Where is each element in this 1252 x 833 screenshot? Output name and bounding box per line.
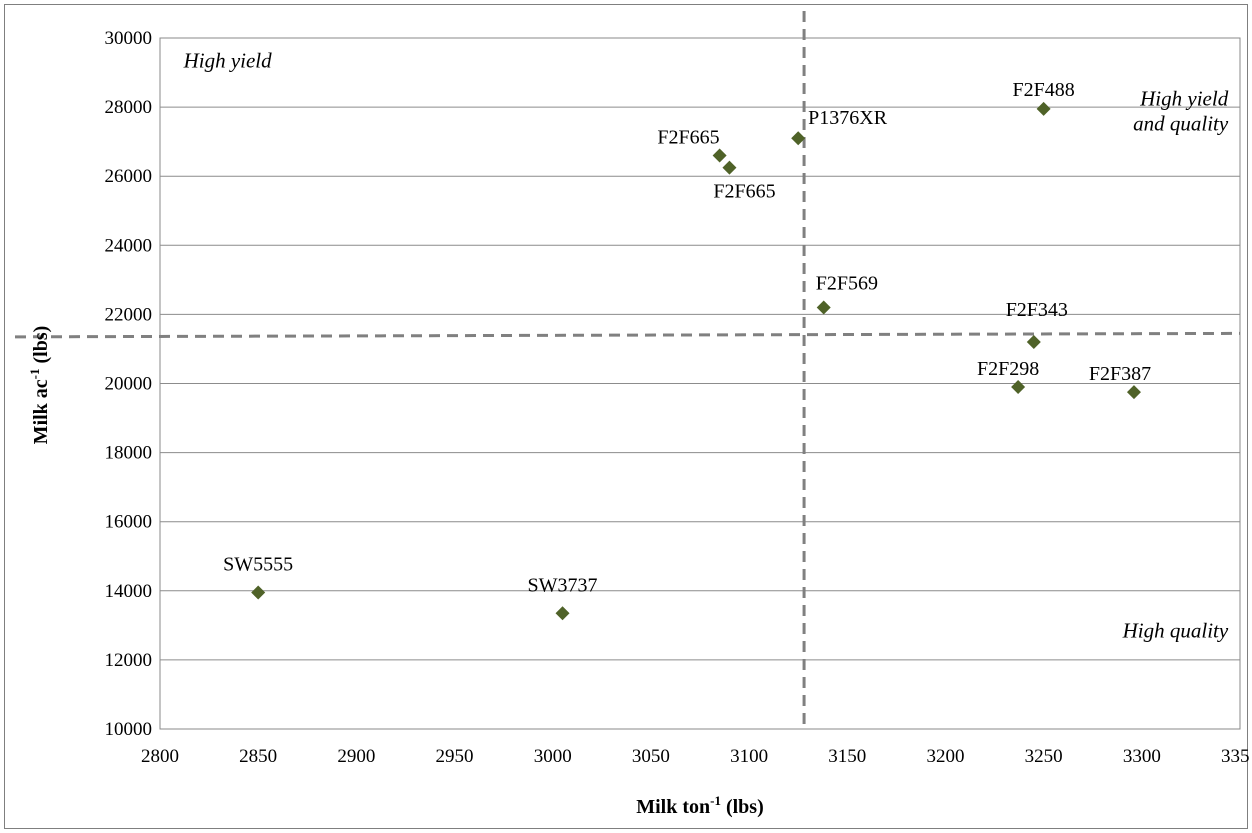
x-tick-label: 3000 [534, 746, 572, 767]
data-point-label: F2F569 [816, 272, 878, 294]
x-tick-label: 2850 [239, 746, 277, 767]
x-tick-label: 3200 [926, 746, 964, 767]
quadrant-annotation: High yield [1139, 86, 1229, 110]
y-tick-label: 28000 [105, 97, 153, 118]
data-point-marker [1126, 385, 1141, 400]
data-point-label: F2F387 [1089, 363, 1151, 385]
data-point-marker [722, 160, 737, 175]
data-point-label: F2F488 [1013, 79, 1075, 101]
data-point-marker [1026, 335, 1041, 350]
data-point-marker [791, 131, 806, 146]
data-point-marker [712, 148, 727, 163]
x-tick-label: 3350 [1221, 746, 1249, 767]
y-tick-label: 12000 [105, 650, 153, 671]
y-tick-label: 30000 [105, 28, 153, 49]
reference-lines [14, 11, 1241, 729]
y-tick-label: 26000 [105, 166, 153, 187]
x-tick-label: 2900 [337, 746, 375, 767]
x-tick-label: 3150 [828, 746, 866, 767]
x-tick-label: 2950 [436, 746, 474, 767]
chart-frame: 10000 12000 14000 16000 18000 20000 22000 24000… [4, 4, 1250, 829]
data-points [251, 101, 1141, 621]
data-point-label: SW5555 [223, 554, 293, 576]
data-point-label: SW3737 [528, 574, 598, 596]
y-tick-label: 10000 [105, 719, 153, 740]
data-point-marker [816, 300, 831, 315]
data-point-marker [1036, 101, 1051, 116]
y-tick-label: 14000 [105, 581, 153, 602]
y-tick-label: 24000 [105, 235, 153, 256]
tick-labels: 10000 12000 14000 16000 18000 20000 22000 24000… [105, 28, 1250, 767]
data-point-label: F2F298 [977, 358, 1039, 380]
data-point-marker [251, 585, 266, 600]
quadrant-annotation: High quality [1122, 618, 1229, 642]
x-tick-label: 2800 [141, 746, 179, 767]
y-tick-label: 16000 [105, 512, 153, 533]
quadrant-annotation: High yield [183, 48, 273, 72]
y-axis-title: Milk ac-1 (lbs) [27, 326, 52, 445]
x-tick-label: 3300 [1123, 746, 1161, 767]
data-point-marker [1011, 379, 1026, 394]
quadrant-annotation: and quality [1133, 111, 1229, 135]
y-tick-label: 20000 [105, 374, 153, 395]
y-tick-label: 22000 [105, 304, 153, 325]
x-tick-label: 3050 [632, 746, 670, 767]
x-tick-label: 3100 [730, 746, 768, 767]
scatter-chart: 10000 12000 14000 16000 18000 20000 22000 24000… [14, 11, 1250, 818]
x-tick-label: 3250 [1025, 746, 1063, 767]
data-point-label: P1376XR [808, 107, 888, 129]
data-point-marker [555, 606, 570, 621]
data-point-label: F2F665 [713, 181, 775, 203]
gridlines [160, 106, 1240, 661]
data-point-label: F2F665 [657, 126, 719, 148]
data-point-label: F2F343 [1006, 299, 1068, 321]
y-tick-label: 18000 [105, 443, 153, 464]
x-axis-title: Milk ton-1 (lbs) [636, 793, 764, 818]
quadrant-divider-horizontal [14, 331, 1241, 339]
point-labels: SW5555 SW3737 F2F665 F2F665 P1376XR F2F569 F2F… [223, 79, 1151, 596]
